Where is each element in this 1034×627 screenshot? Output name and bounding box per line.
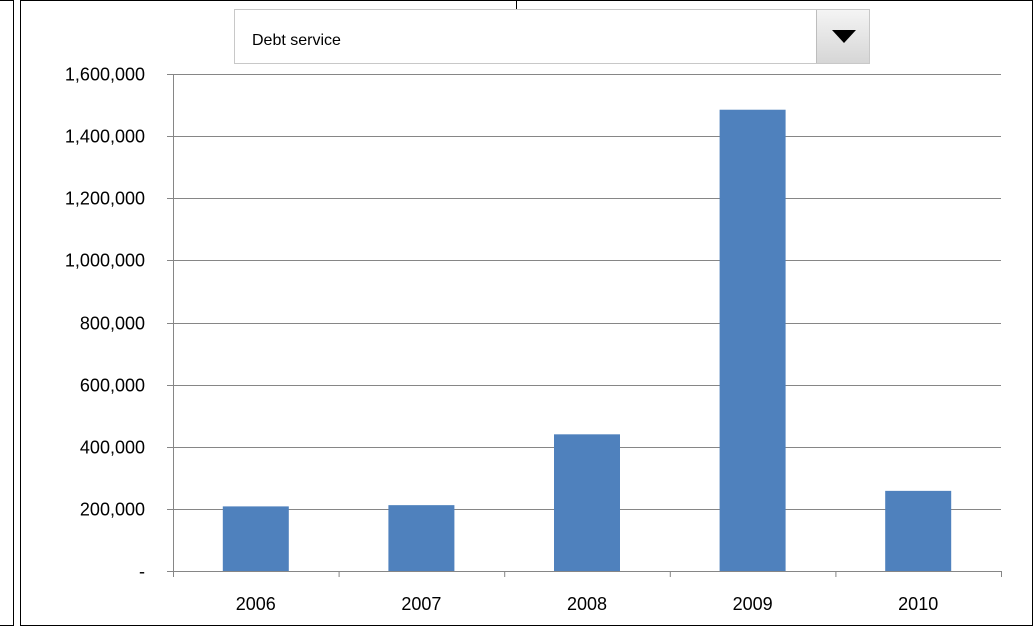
bar-2007	[388, 505, 455, 571]
x-tick-label: 2006	[236, 594, 276, 614]
y-tick-label: 1,200,000	[65, 189, 145, 209]
x-tick-label: 2008	[567, 594, 607, 614]
bar-2009	[719, 109, 786, 572]
metric-dropdown-value: Debt service	[252, 32, 341, 49]
dropdown-toggle-button[interactable]	[816, 10, 869, 63]
x-tick-label: 2009	[733, 594, 773, 614]
bar-2006	[222, 506, 289, 571]
chart-frame	[20, 0, 1033, 626]
bar-2010	[885, 490, 952, 571]
y-tick-label: 1,000,000	[65, 251, 145, 271]
left-panel-edge	[0, 0, 14, 626]
x-tick-label: 2007	[401, 594, 441, 614]
x-tick-label: 2010	[898, 594, 938, 614]
y-tick-label: 1,400,000	[65, 127, 145, 147]
y-tick-label: 200,000	[80, 500, 145, 520]
chevron-down-icon	[832, 30, 856, 43]
y-tick-label: -	[139, 562, 145, 582]
y-tick-label: 1,600,000	[65, 65, 145, 85]
metric-dropdown[interactable]: Debt service	[234, 9, 870, 64]
top-divider-tick	[516, 0, 517, 9]
y-tick-label: 800,000	[80, 314, 145, 334]
y-tick-label: 600,000	[80, 376, 145, 396]
bar-2008	[554, 434, 620, 571]
y-tick-label: 400,000	[80, 438, 145, 458]
